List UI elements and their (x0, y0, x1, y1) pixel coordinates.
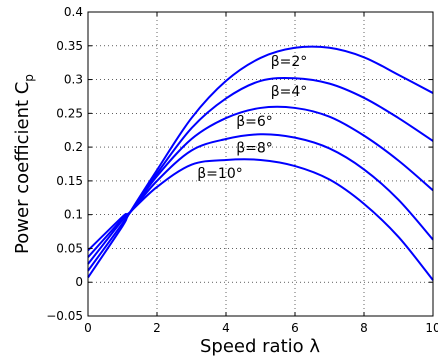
series-line-1 (87, 76, 434, 272)
y-tick-label: 0.3 (64, 73, 83, 87)
y-tick-label: 0.1 (64, 208, 83, 222)
tick-layer: 0 2 4 6 8 10−0.0500.050.10.150.20.250.30.350.… (46, 5, 438, 335)
y-tick-label: 0 (75, 275, 83, 289)
x-tick-label: 6 (291, 321, 299, 335)
y-tick-label: 0.25 (56, 106, 83, 120)
x-tick-label: 2 (153, 321, 161, 335)
y-tick-label: 0.05 (56, 241, 83, 255)
y-tick-label: −0.05 (46, 309, 83, 323)
y-tick-label: 0.35 (56, 39, 83, 53)
y-axis-label-subscript: p (22, 74, 36, 82)
x-tick-label: 4 (222, 321, 230, 335)
x-tick-label: 8 (360, 321, 368, 335)
y-tick-label: 0.2 (64, 140, 83, 154)
x-axis-label: Speed ratio λ (200, 336, 320, 357)
y-tick-label: 0.15 (56, 174, 83, 188)
x-tick-label: 0 (84, 321, 92, 335)
y-tick-label: 0.4 (64, 5, 83, 19)
series-label-2: β=6° (236, 114, 273, 130)
series-label-3: β=8° (236, 140, 273, 156)
series-label-4: β=10° (197, 166, 242, 182)
y-axis-label-main: Power coefficient C (12, 82, 33, 254)
series-label-1: β=4° (271, 84, 308, 100)
y-axis-label: Power coefficient Cp (12, 74, 36, 254)
series-line-2 (87, 105, 434, 265)
x-tick-label: 10 (425, 321, 438, 335)
curve-layer (87, 45, 434, 281)
series-label-0: β=2° (271, 54, 308, 70)
series-label-layer: β=2° β=4° β=6° β=8° β=10° (197, 54, 307, 182)
series-line-4 (87, 158, 434, 281)
grid-layer (88, 12, 433, 316)
plot-frame (87, 11, 434, 317)
